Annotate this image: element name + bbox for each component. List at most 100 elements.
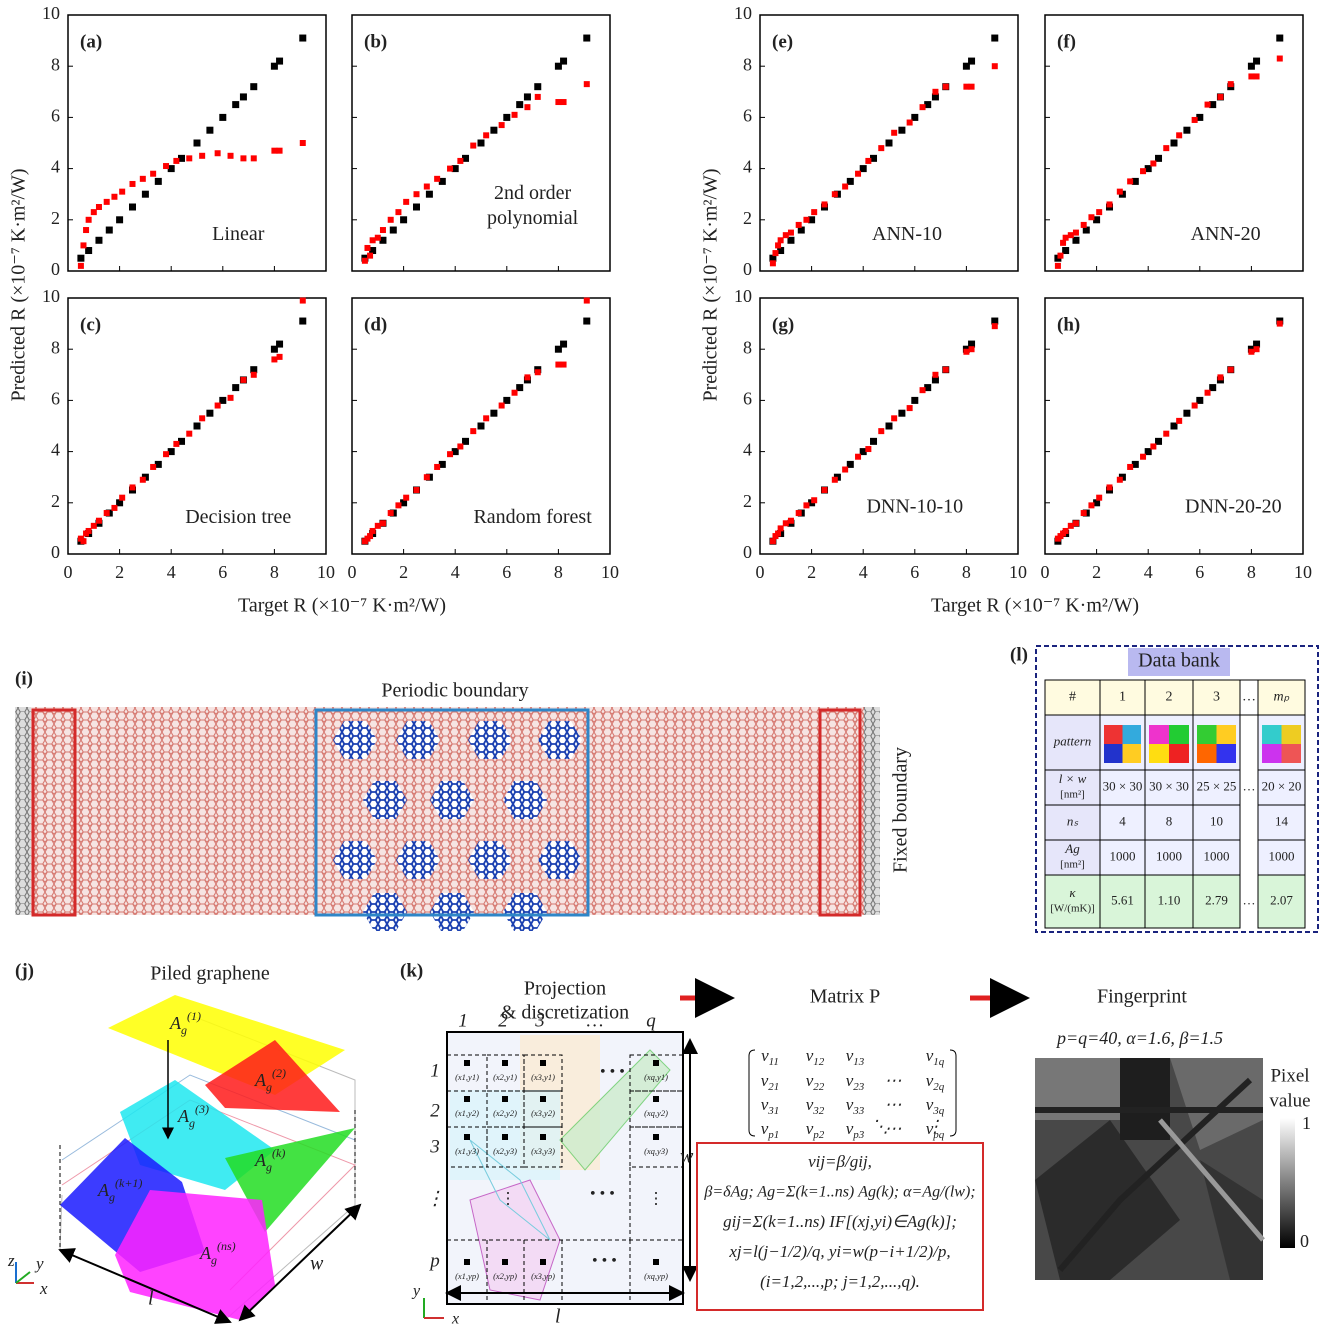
pattern-block <box>1217 744 1237 763</box>
svg-text:⋮: ⋮ <box>500 1191 516 1208</box>
layer-sub: g <box>189 1116 195 1130</box>
x-tick-label: 0 <box>756 562 765 582</box>
matrix-entry: v11 <box>761 1046 779 1068</box>
scatter-point <box>788 230 794 236</box>
scatter-point <box>1176 132 1182 138</box>
table-title: Data bank <box>1138 650 1220 672</box>
scatter-point <box>1217 94 1223 100</box>
table-value: 25 × 25 <box>1197 778 1237 793</box>
row-header: [W/(mK)] <box>1050 903 1095 915</box>
scatter-point <box>299 318 306 325</box>
x-tick-label: 6 <box>502 562 511 582</box>
scatter-point <box>1192 403 1198 409</box>
scatter-point <box>1140 454 1146 460</box>
scatter-point <box>483 132 489 138</box>
scatter-point <box>1127 464 1133 470</box>
grid-point <box>502 1060 508 1066</box>
atomic-structure <box>15 707 880 931</box>
boundary-label: Periodic boundary <box>381 680 528 702</box>
colorbar-title: value <box>1269 1090 1310 1111</box>
scatter-point <box>414 191 420 197</box>
y-axis-title: Predicted R (×10⁻⁷ K·m²/W) <box>700 168 722 401</box>
matrix-entry: v22 <box>806 1071 825 1093</box>
scatter-point <box>434 176 440 182</box>
scatter-point <box>483 415 489 421</box>
scatter-point <box>96 204 102 210</box>
x-tick-label: 2 <box>807 562 816 582</box>
panel-label: (i) <box>15 668 33 689</box>
scatter-point <box>96 518 102 524</box>
formula-line: xj=l(j−1/2)/q, yi=w(p−i+1/2)/p, <box>728 1242 950 1261</box>
scatter-point <box>1060 240 1066 246</box>
scatter-point <box>388 217 394 223</box>
scatter-point <box>778 525 784 531</box>
scatter-point <box>499 122 505 128</box>
y-tick-label: 4 <box>743 440 752 460</box>
scatter-point <box>119 189 125 195</box>
matrix-entry: v33 <box>846 1095 865 1117</box>
scatter-point <box>811 497 817 503</box>
pattern-block <box>1282 744 1302 763</box>
scatter-point <box>969 84 975 90</box>
dimension-label: w <box>680 1146 694 1168</box>
scatter-point <box>512 390 518 396</box>
scatter-point <box>219 114 226 121</box>
table-header: 1 <box>1119 690 1126 705</box>
table-value: 1000 <box>1204 848 1230 863</box>
scatter-point <box>300 140 306 146</box>
scatter-point <box>878 145 884 151</box>
scatter-point <box>1107 201 1113 207</box>
x-tick-label: 4 <box>451 562 460 582</box>
scatter-point <box>140 176 146 182</box>
scatter-point <box>1171 140 1178 147</box>
svg-text:• • •: • • • <box>592 1253 617 1270</box>
table-value: 4 <box>1119 813 1126 828</box>
scatter-point <box>271 148 277 154</box>
cell-coordinate: (x1,y1) <box>455 1072 479 1082</box>
y-tick-label: 10 <box>42 286 60 306</box>
scatter-point <box>424 474 430 480</box>
scatter-point <box>1107 484 1113 490</box>
pattern-block <box>1123 744 1142 763</box>
scatter-point <box>1176 418 1182 424</box>
grid-point <box>464 1134 470 1140</box>
scatter-point <box>832 191 838 197</box>
x-tick-label: 8 <box>1247 562 1256 582</box>
scatter-point <box>886 423 893 430</box>
annotation: DNN-20-20 <box>1185 496 1282 518</box>
scatter-point <box>907 120 913 126</box>
scatter-point <box>199 415 205 421</box>
y-tick-label: 0 <box>743 542 752 562</box>
scatter-point <box>106 227 113 234</box>
panel-label: (a) <box>80 31 102 52</box>
scatter-point <box>251 155 257 161</box>
scatter-point <box>555 99 561 105</box>
table-value: 14 <box>1275 813 1289 828</box>
x-tick-label: 0 <box>1041 562 1050 582</box>
x-tick-label: 4 <box>1144 562 1153 582</box>
table-value: 1.10 <box>1158 892 1181 907</box>
annotation: DNN-10-10 <box>866 496 963 518</box>
scatter-point <box>920 104 926 110</box>
scatter-point <box>91 523 97 529</box>
scatter-point <box>783 232 789 238</box>
x-tick-label: 2 <box>399 562 408 582</box>
scatter-point <box>276 341 283 348</box>
scatter-point <box>870 438 877 445</box>
scatter-point <box>503 114 510 121</box>
scatter-point <box>524 93 531 100</box>
scatter-point <box>822 487 828 493</box>
layer-sub: g <box>109 1190 115 1204</box>
scatter-point <box>1055 263 1061 269</box>
scatter-point <box>1088 502 1094 508</box>
scatter-point <box>584 298 590 304</box>
scatter-point <box>1254 346 1260 352</box>
cell-coordinate: (x3,y1) <box>531 1072 555 1082</box>
scatter-point <box>390 227 397 234</box>
scatter-point <box>1205 390 1211 396</box>
scatter-point <box>370 237 376 243</box>
scatter-point <box>413 204 420 211</box>
scatter-point <box>206 410 213 417</box>
panel-label: (h) <box>1057 314 1080 335</box>
layer-sub: g <box>211 1253 217 1267</box>
